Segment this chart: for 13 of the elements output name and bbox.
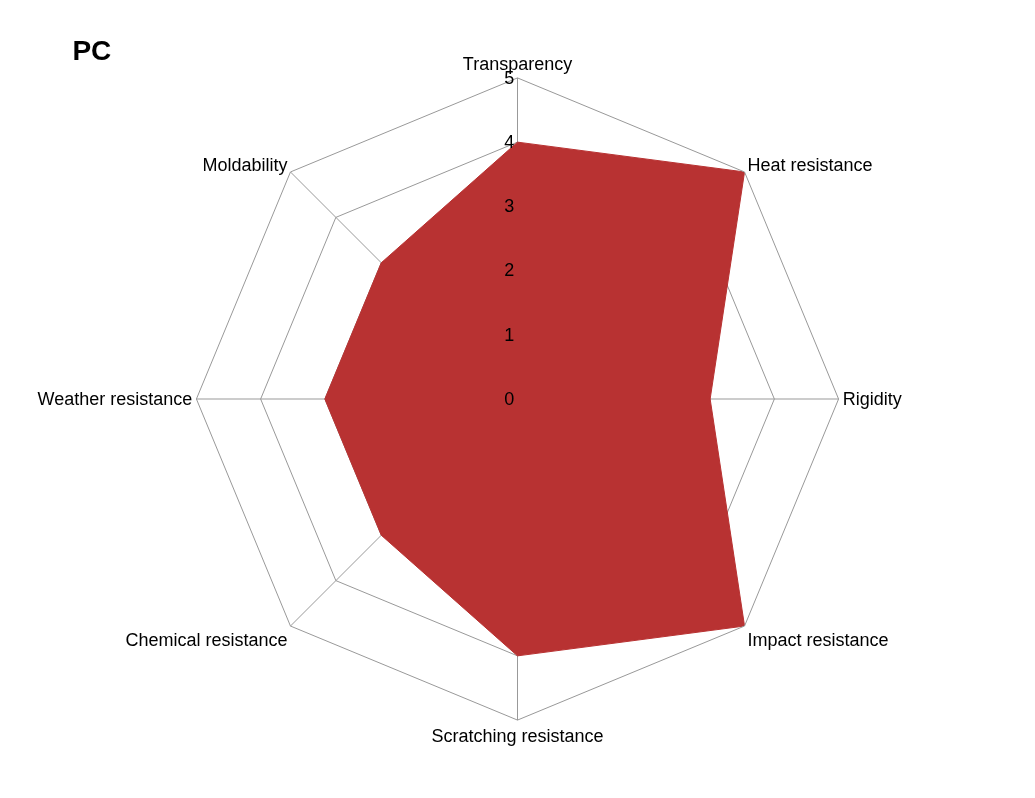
chart-title: PC (72, 34, 112, 66)
spoke-label: Chemical resistance (125, 630, 288, 651)
spoke-label: Weather resistance (37, 389, 193, 410)
y-tick-label: 1 (504, 324, 515, 345)
y-tick-label: 4 (504, 131, 515, 152)
spoke-label: Rigidity (842, 389, 902, 410)
spoke-label: Scratching resistance (431, 726, 604, 747)
spoke-label: Impact resistance (747, 630, 889, 651)
spoke-label: Heat resistance (747, 154, 873, 175)
y-tick-label: 3 (504, 196, 515, 217)
y-tick-label: 2 (504, 260, 515, 281)
y-tick-label: 0 (504, 388, 515, 409)
spoke-label: Moldability (202, 154, 288, 175)
